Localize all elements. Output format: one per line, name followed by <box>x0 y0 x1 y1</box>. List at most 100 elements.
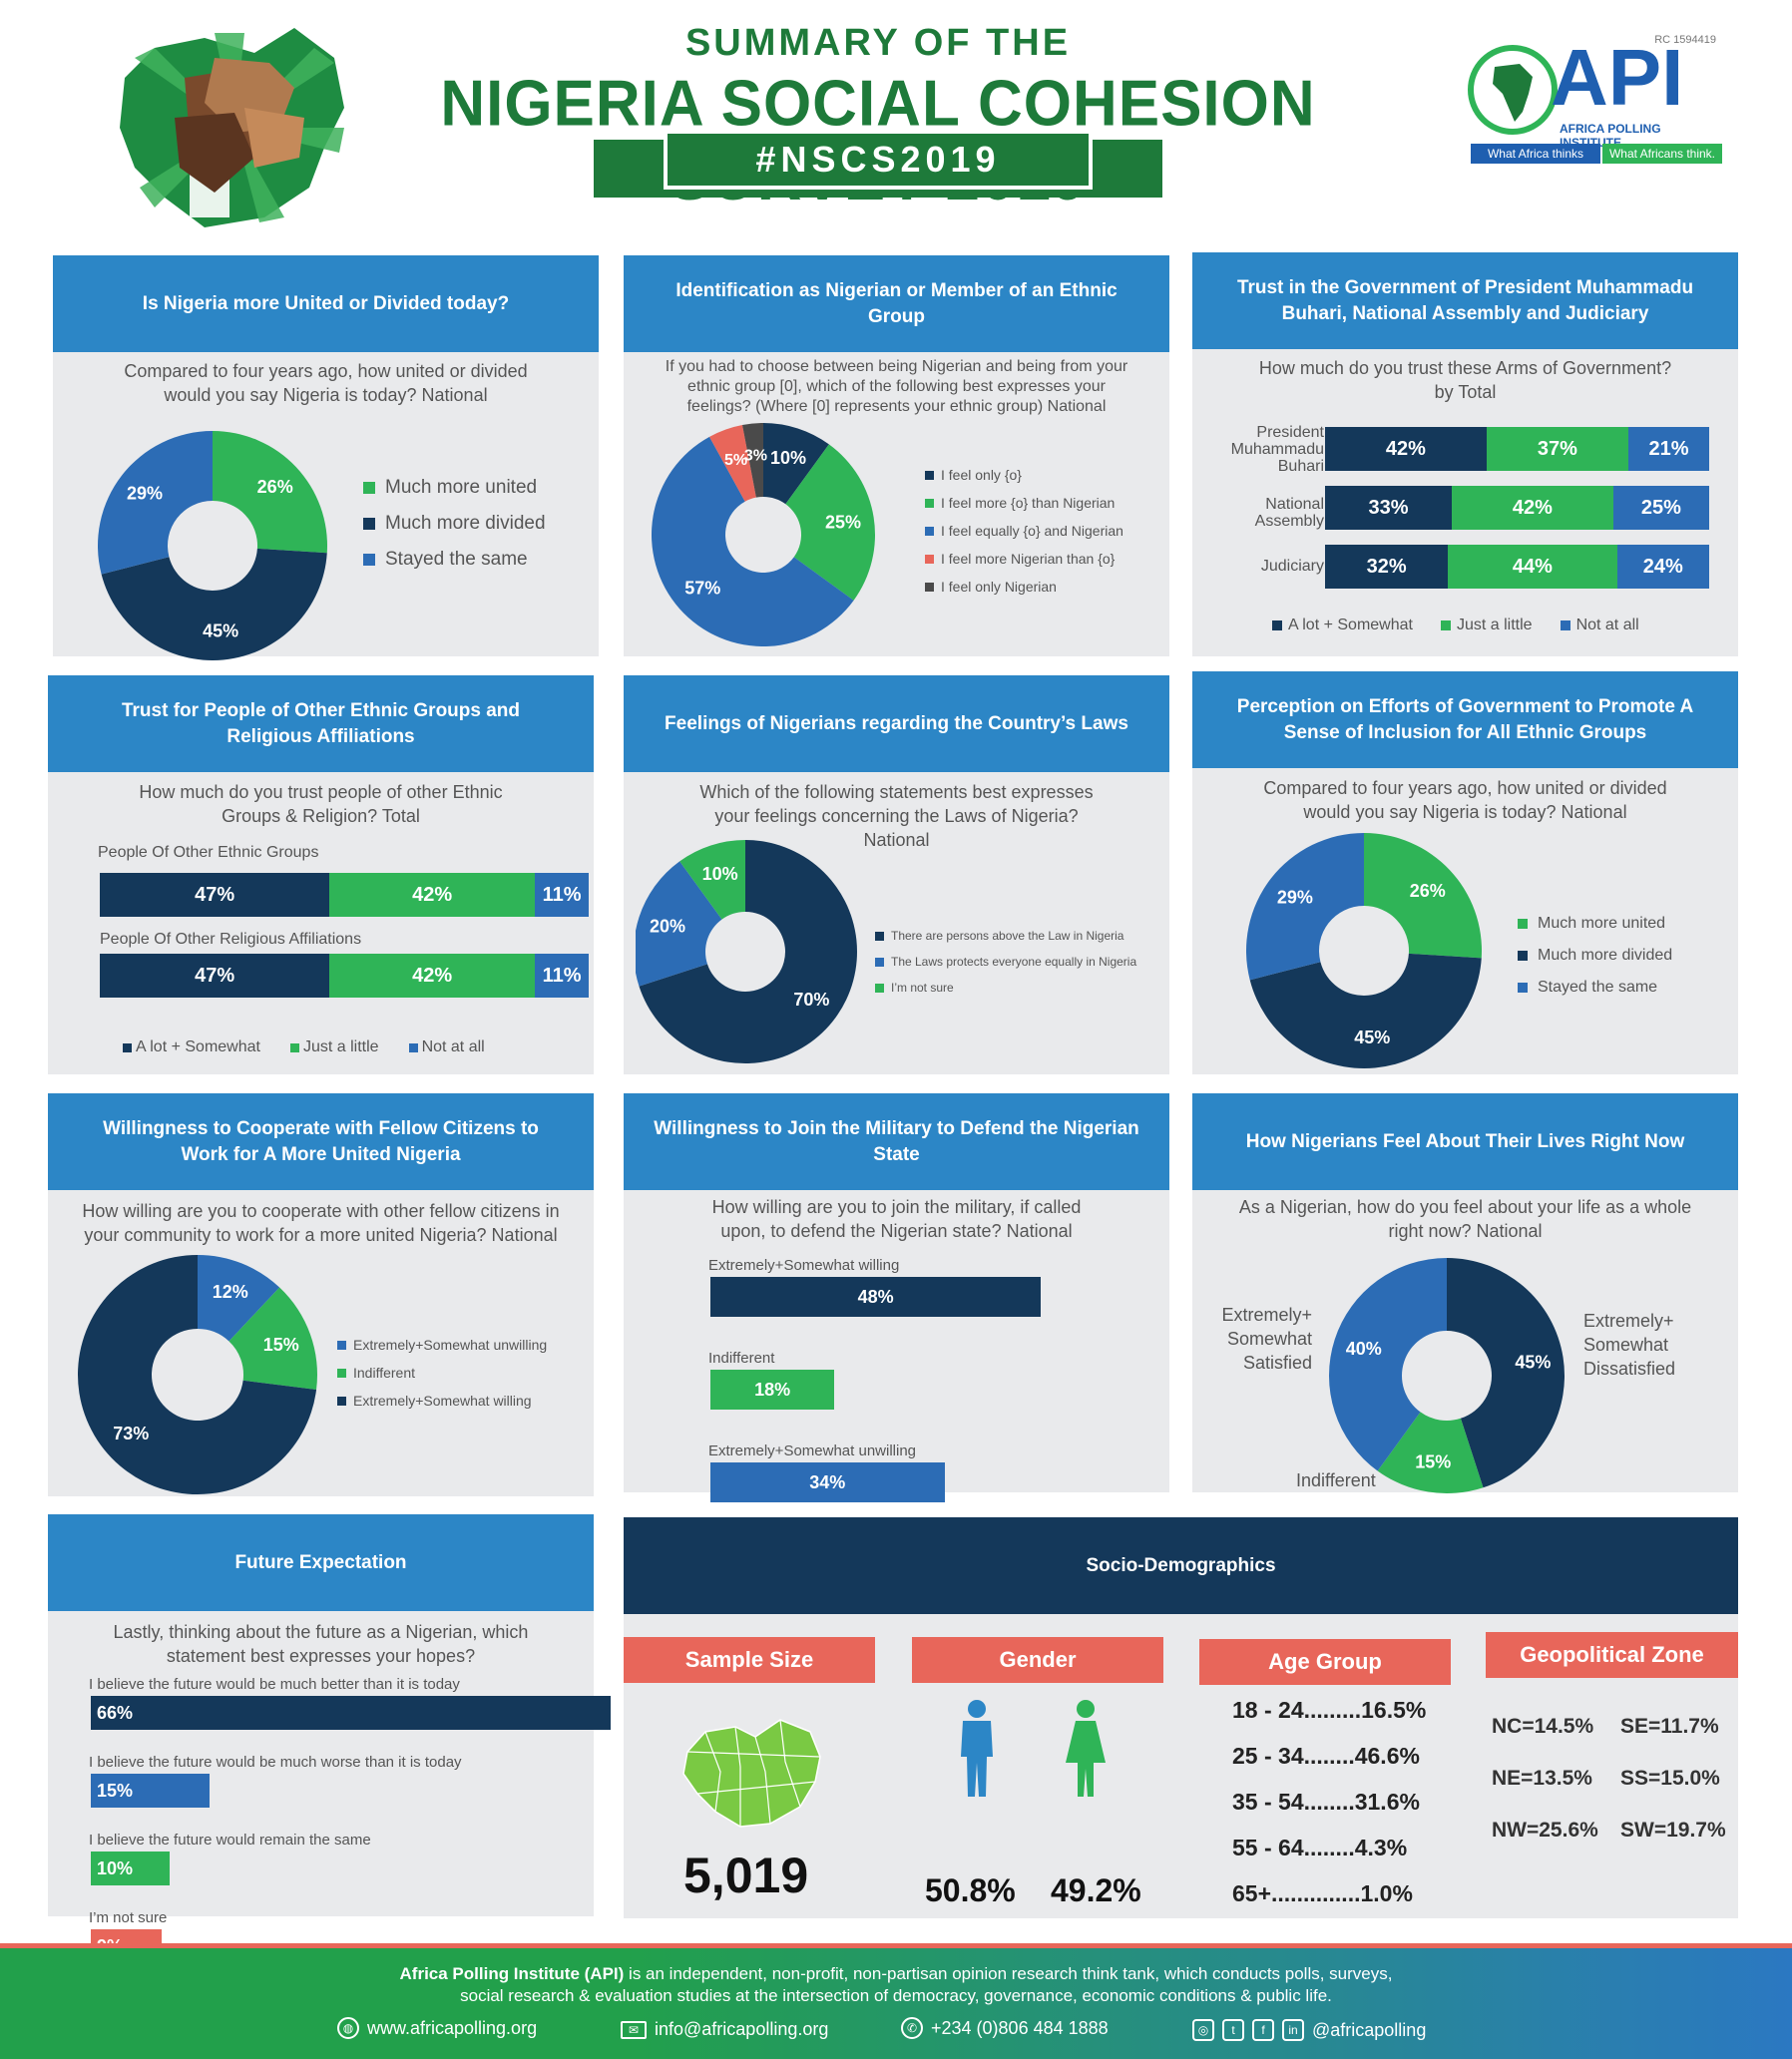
data-label: 45% <box>1354 1028 1390 1047</box>
legend-item: A lot + Somewhat <box>1272 617 1413 634</box>
legend-label: Just a little <box>302 1038 379 1055</box>
panel-title: Is Nigeria more United or Divided today? <box>53 255 599 352</box>
panel-question: How much do you trust people of other Et… <box>139 782 503 826</box>
geo-zone: NE=13.5% <box>1492 1767 1592 1790</box>
twitter-icon[interactable]: t <box>1222 2019 1244 2041</box>
legend-label: Not at all <box>421 1038 485 1055</box>
bar-segment: 11% <box>535 954 589 998</box>
legend-item: Stayed the same <box>363 549 546 571</box>
geo-zone: SS=15.0% <box>1620 1767 1720 1790</box>
panel-question: If you had to choose between being Niger… <box>665 358 1128 415</box>
panel-title: Trust in the Government of President Muh… <box>1192 252 1738 349</box>
panel-question: Which of the following statements best e… <box>699 782 1094 850</box>
row-label: People Of Other Ethnic Groups <box>98 844 319 861</box>
footer-website[interactable]: ◍ www.africapolling.org <box>337 2017 537 2039</box>
legend: There are persons above the Law in Niger… <box>875 929 1136 1007</box>
social-handle[interactable]: @africapolling <box>1312 2019 1427 2040</box>
panel-trust-government: Trust in the Government of President Muh… <box>1192 252 1738 656</box>
footer-email[interactable]: ✉ info@africapolling.org <box>621 2019 828 2040</box>
row-label-judiciary: Judiciary <box>1202 558 1324 575</box>
panel-question: Compared to four years ago, how united o… <box>1263 778 1667 822</box>
bar: 15% <box>91 1774 210 1808</box>
bar-segment: 21% <box>1628 427 1709 471</box>
donut-slice <box>639 840 857 1063</box>
legend-item: Not at all <box>1560 617 1639 634</box>
panel-title: Future Expectation <box>48 1514 594 1611</box>
linkedin-icon[interactable]: in <box>1282 2019 1304 2041</box>
panel-title: Identification as Nigerian or Member of … <box>624 255 1169 352</box>
label-dissatisfied: Extremely+ Somewhat Dissatisfied <box>1583 1311 1676 1379</box>
donut-chart-identification: 10% 25% 57% 5%3% <box>652 423 875 646</box>
legend-item: Just a little <box>1440 617 1533 634</box>
tagline-left: What Africa thinks <box>1471 144 1600 164</box>
legend-label: Not at all <box>1575 617 1639 633</box>
website-link[interactable]: www.africapolling.org <box>367 2017 538 2038</box>
panel-question: How willing are you to join the military… <box>711 1197 1082 1241</box>
sample-size-value: 5,019 <box>683 1848 809 1903</box>
panel-title: Socio-Demographics <box>624 1517 1738 1614</box>
donut-slice <box>101 548 327 660</box>
row-label-line: Judiciary <box>1260 558 1324 575</box>
envelope-icon: ✉ <box>621 2020 647 2039</box>
panel-future: Future Expectation Lastly, thinking abou… <box>48 1514 612 1963</box>
legend-item: I’m not sure <box>875 981 1136 995</box>
legend-item: I feel only {o} <box>925 467 1123 483</box>
donut-slice <box>1249 953 1482 1068</box>
row-label-president: President Muhammadu Buhari <box>1202 424 1324 475</box>
nigeria-map-hands-logo <box>120 28 344 227</box>
panel-question: How much do you trust these Arms of Gove… <box>1258 358 1672 402</box>
header-line1: SUMMARY OF THE <box>684 22 1072 64</box>
row-label-line: Assembly <box>1254 513 1324 530</box>
legend-item: Just a little <box>289 1038 379 1056</box>
bar-segment: 33% <box>1325 486 1453 530</box>
footer-social[interactable]: ◎ t f in @africapolling <box>1192 2019 1426 2041</box>
geo-zone: SW=19.7% <box>1620 1819 1726 1842</box>
legend-item: A lot + Somewhat <box>123 1038 260 1056</box>
donut-slice <box>636 861 722 987</box>
phone-number: +234 (0)806 484 1888 <box>931 2017 1109 2038</box>
panel-laws: Feelings of Nigerians regarding the Coun… <box>624 675 1169 1074</box>
footer: Africa Polling Institute (API) is an ind… <box>0 1943 1792 2059</box>
donut-chart-laws: 70% 20% 10% <box>636 840 857 1063</box>
geo-zone: NC=14.5% <box>1492 1715 1594 1738</box>
panel-cooperate: Willingness to Cooperate with Fellow Cit… <box>48 1093 594 1496</box>
facebook-icon[interactable]: f <box>1252 2019 1274 2041</box>
gender-header: Gender <box>912 1637 1163 1683</box>
data-label: 15% <box>1415 1451 1451 1471</box>
panel-question: Lastly, thinking about the future as a N… <box>113 1622 529 1666</box>
bar-segment: 25% <box>1612 486 1709 530</box>
panel-trust-people: Trust for People of Other Ethnic Groups … <box>48 675 594 1074</box>
legend-item: I feel equally {o} and Nigerian <box>925 523 1123 539</box>
instagram-icon[interactable]: ◎ <box>1192 2019 1214 2041</box>
female-icon <box>1066 1700 1106 1797</box>
bar-segment: 11% <box>535 873 589 917</box>
nigeria-map-icon <box>682 1719 821 1828</box>
donut-slice <box>213 431 327 554</box>
logo-text: API <box>1551 33 1684 122</box>
row-label-line: President <box>1256 424 1324 441</box>
row-label-assembly: National Assembly <box>1202 496 1324 530</box>
panel-question: As a Nigerian, how do you feel about you… <box>1238 1197 1692 1241</box>
bar-segment: 42% <box>329 873 536 917</box>
panel-military: Willingness to Join the Military to Defe… <box>624 1093 1169 1502</box>
row-label-line: Buhari <box>1277 458 1324 475</box>
donut-slice <box>785 444 875 601</box>
legend-label: Much more divided <box>385 513 546 534</box>
footer-desc-2: social research & evaluation studies at … <box>460 1986 1332 2005</box>
male-icon <box>961 1700 993 1797</box>
panel-title: Perception on Efforts of Government to P… <box>1192 671 1738 768</box>
email-link[interactable]: info@africapolling.org <box>655 2019 829 2039</box>
panel-lives: How Nigerians Feel About Their Lives Rig… <box>1192 1093 1738 1493</box>
donut-chart-inclusion: 26% 45% 29% <box>1246 833 1482 1068</box>
age-row: 18 - 24.........16.5% <box>1232 1697 1427 1723</box>
legend: Much more united Much more divided Staye… <box>1518 915 1672 1011</box>
legend-label: Extremely+Somewhat unwilling <box>353 1337 548 1353</box>
stacked-bar-row: 47% 42% 11% <box>100 873 589 917</box>
legend-item: There are persons above the Law in Niger… <box>875 929 1136 943</box>
bar: 34% <box>710 1462 945 1502</box>
bar-segment: 42% <box>329 954 536 998</box>
panel-question: Compared to four years ago, how united o… <box>124 361 528 405</box>
age-group-header: Age Group <box>1199 1639 1451 1685</box>
bar-category-label: I believe the future would be much bette… <box>89 1676 460 1693</box>
age-row: 55 - 64........4.3% <box>1232 1835 1408 1860</box>
